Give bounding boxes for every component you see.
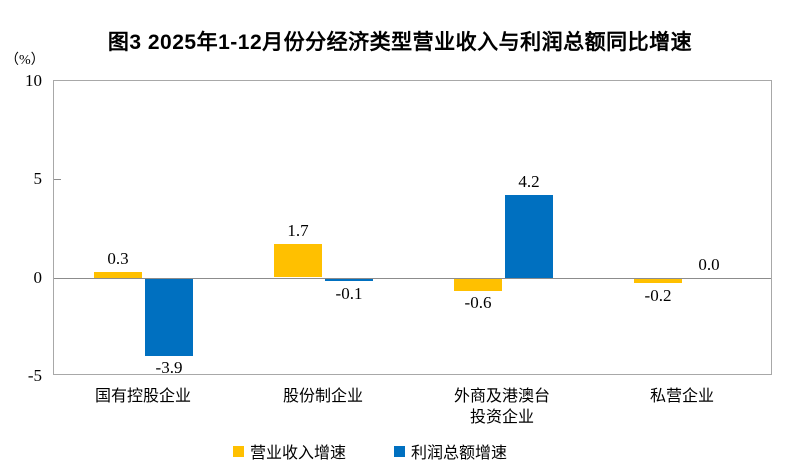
legend-label: 利润总额增速	[411, 445, 508, 462]
chart-legend: 营业收入增速 利润总额增速	[0, 439, 740, 463]
y-axis-tick-label: 5	[33, 169, 43, 188]
bar-value-label: -0.1	[335, 284, 363, 303]
bar-营业收入增速-4	[634, 279, 682, 283]
bar-营业收入增速-3	[454, 279, 502, 291]
x-axis-category-label: 国有控股企业	[94, 388, 191, 405]
y-axis-unit-label: （%）	[5, 53, 45, 68]
bar-value-label: 1.7	[287, 221, 309, 240]
bar-value-label: -0.6	[464, 293, 492, 312]
bar-value-label: 0.0	[698, 255, 720, 274]
x-axis-category-label: 外商及港澳台 投资企业	[453, 388, 550, 426]
zero-axis-line	[54, 278, 771, 279]
legend-label: 营业收入增速	[249, 445, 346, 462]
y-axis-tick-label: 0	[33, 268, 43, 287]
chart-title: 图3 2025年1-12月份分经济类型营业收入与利润总额同比增速	[107, 31, 693, 54]
bar-营业收入增速-2	[274, 244, 322, 277]
bar-利润总额增速-2	[325, 279, 373, 281]
plot-area: 0.3 1.7 -0.6 -0.2 -3.9 -0.1 4.2 0.0	[53, 80, 772, 377]
legend-item: 营业收入增速	[232, 439, 346, 463]
legend-swatch-icon	[394, 445, 405, 457]
legend-item: 利润总额增速	[394, 439, 507, 463]
y-axis-tick-label: -5	[27, 366, 42, 385]
bar-利润总额增速-1	[145, 279, 193, 356]
y-axis-tick-label: 10	[25, 71, 42, 90]
legend-swatch-icon	[232, 445, 244, 457]
bar-value-label: 0.3	[107, 249, 129, 268]
bar-利润总额增速-3	[505, 195, 553, 278]
bar-value-label: -3.9	[155, 358, 183, 377]
x-axis-category-label: 私营企业	[649, 388, 714, 405]
bar-value-label: 4.2	[518, 172, 540, 191]
x-axis-category-label: 股份制企业	[282, 388, 363, 405]
bar-营业收入增速-1	[94, 272, 142, 278]
y-axis-tick-mark	[54, 179, 61, 180]
bar-value-label: -0.2	[644, 286, 672, 305]
